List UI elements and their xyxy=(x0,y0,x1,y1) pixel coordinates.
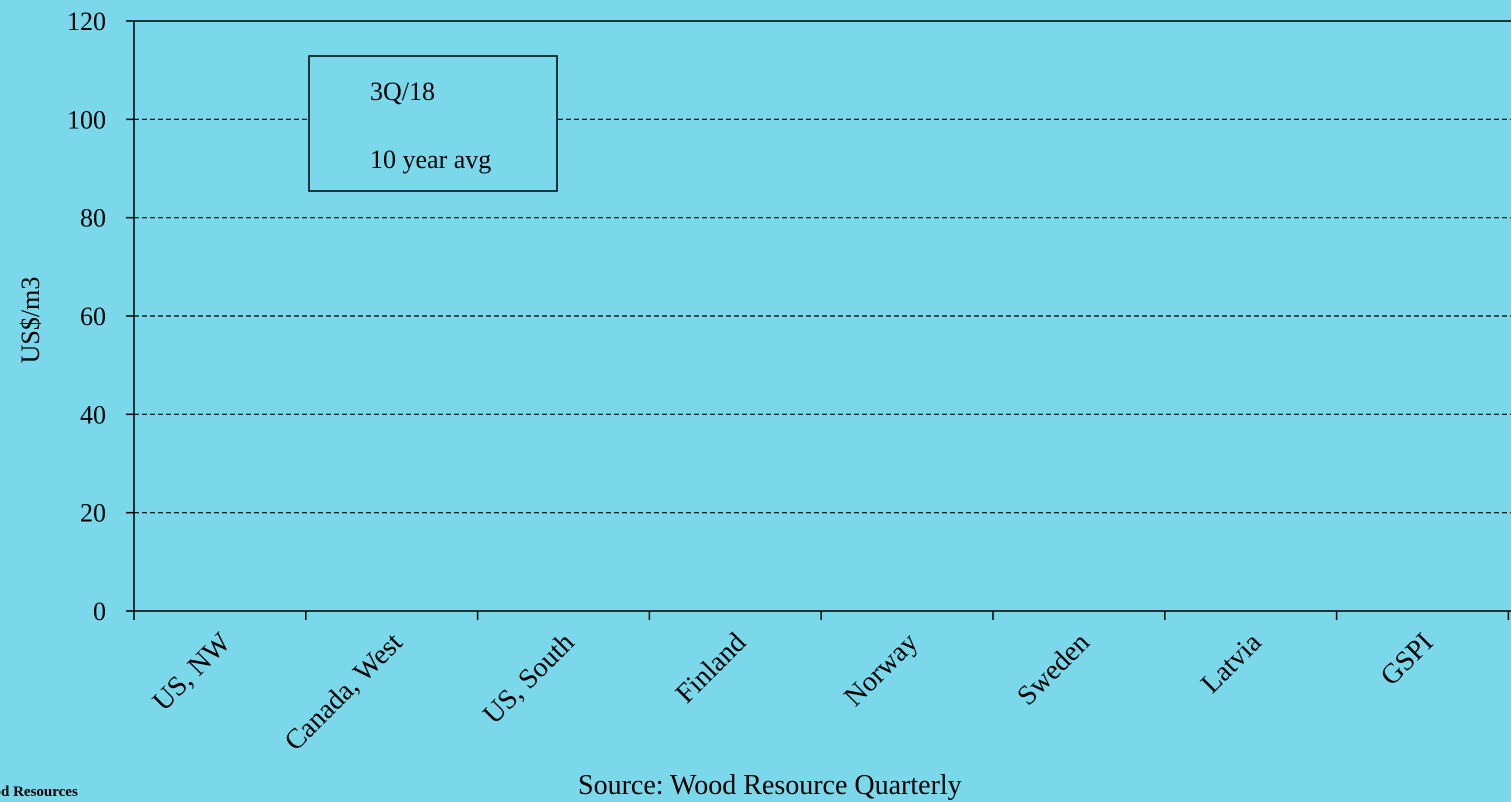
y-tick-label: 120 xyxy=(67,7,106,36)
y-axis-title: US$/m3 xyxy=(16,277,45,364)
y-tick-label: 0 xyxy=(93,597,106,626)
organization-footer: ood Resources xyxy=(0,784,78,800)
y-tick-label: 20 xyxy=(80,499,106,528)
source-note: Source: Wood Resource Quarterly xyxy=(578,770,962,801)
legend-box xyxy=(308,55,558,192)
y-tick-label: 100 xyxy=(67,105,106,134)
x-tick-label-canada-west: Canada, West xyxy=(279,627,409,757)
y-tick-label: 60 xyxy=(80,302,106,331)
x-tick-label-sweden: Sweden xyxy=(1011,627,1096,712)
legend: 3Q/18 10 year avg xyxy=(308,55,558,192)
x-tick-label-us-nw: US, NW xyxy=(147,627,238,718)
y-tick-label: 40 xyxy=(80,400,106,429)
x-tick-label-finland: Finland xyxy=(670,627,752,709)
legend-entry-3q18: 3Q/18 xyxy=(370,77,435,106)
gridlines xyxy=(134,20,1511,514)
x-tick-label-latvia: Latvia xyxy=(1195,627,1268,700)
x-tick-label-gspi: GSPI xyxy=(1375,627,1440,692)
y-tick-labels: 0 20 40 60 80 100 120 xyxy=(67,7,106,626)
axes xyxy=(126,20,1511,620)
x-tick-labels: US, NW Canada, West US, South Finland Norway… xyxy=(147,627,1440,757)
x-tick-label-norway: Norway xyxy=(838,627,924,713)
x-tick-label-us-south: US, South xyxy=(477,627,580,730)
legend-entry-10-year-avg: 10 year avg xyxy=(370,145,491,174)
y-tick-label: 80 xyxy=(80,204,106,233)
